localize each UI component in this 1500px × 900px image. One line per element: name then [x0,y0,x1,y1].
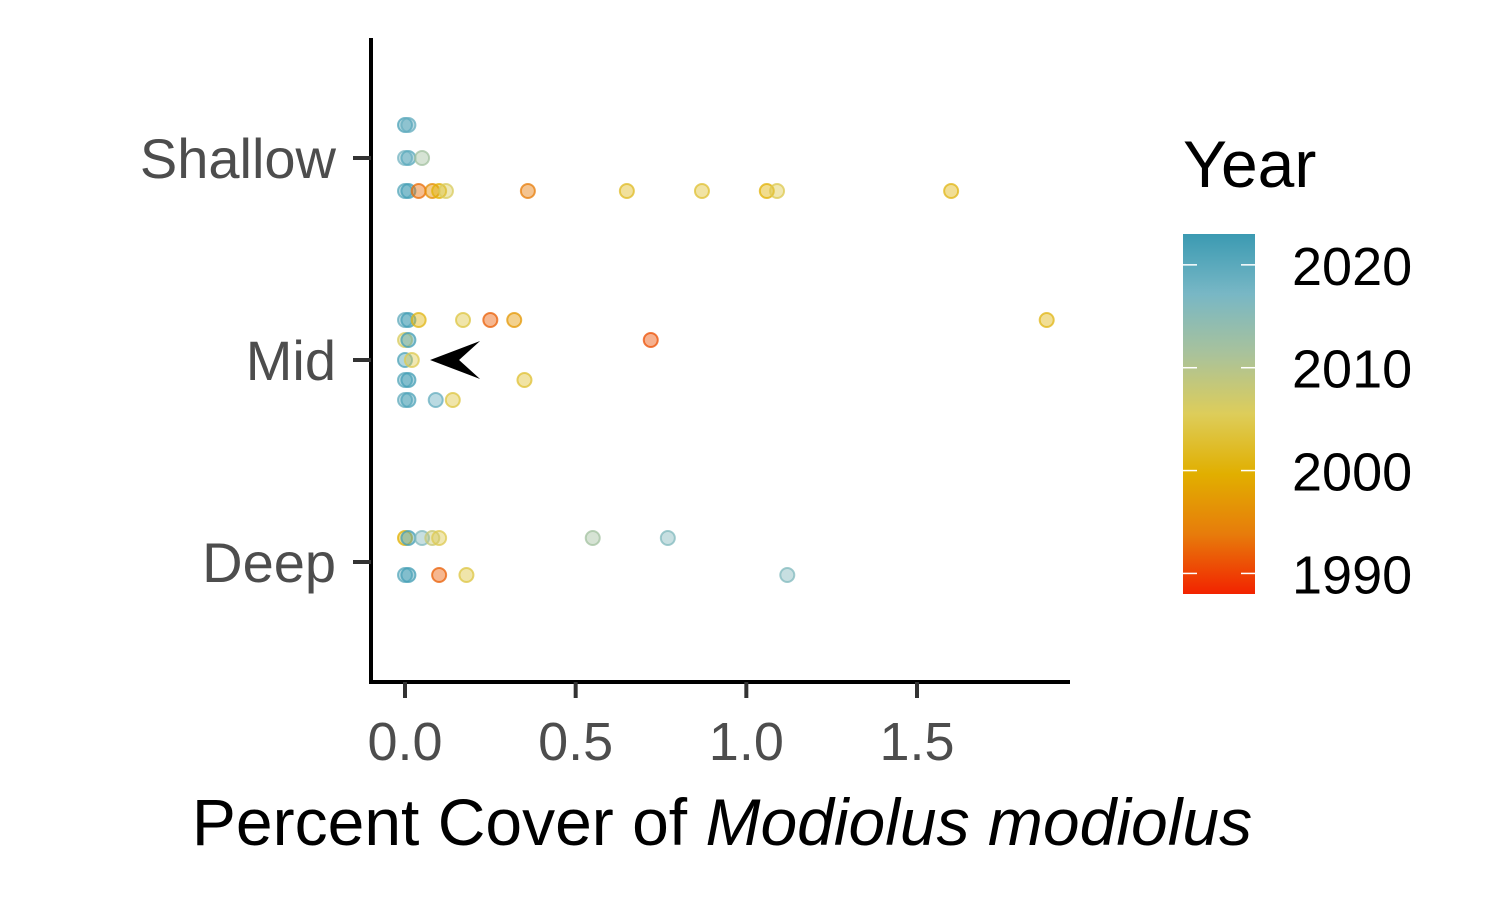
x-tick-label: 1.0 [709,712,784,772]
points-layer [397,117,1055,583]
x-axis-ticks: 0.0 0.5 1.0 1.5 [367,682,955,772]
x-axis-title: Percent Cover of Modiolus modiolus [192,785,1252,859]
annotation-layer [430,341,481,379]
x-tick-label: 0.0 [367,712,442,772]
color-legend: Year 1990 2000 2010 2020 [1183,127,1412,605]
data-point [437,183,454,199]
legend-colorbar [1183,234,1255,594]
y-tick-label: Mid [246,329,336,392]
data-point [506,312,523,328]
data-point [1038,312,1055,328]
data-point [410,183,427,199]
y-tick-label: Deep [202,531,336,594]
legend-tick-label: 2010 [1292,340,1412,400]
data-point [519,183,536,199]
legend-tick-label: 1990 [1292,545,1412,605]
data-point [400,567,417,583]
data-point [516,372,533,388]
legend-tick-label: 2000 [1292,443,1412,503]
data-point [444,392,461,408]
data-point [943,183,960,199]
data-point [693,183,710,199]
data-point [455,312,472,328]
axes-layer [369,38,1070,684]
data-point [400,150,417,166]
data-point [410,312,427,328]
data-point [642,332,659,348]
data-point [400,332,417,348]
legend-tick-label: 2020 [1292,237,1412,297]
data-point [400,372,417,388]
data-point [414,150,431,166]
y-axis-ticks: Deep Mid Shallow [140,127,371,594]
data-point [584,530,601,546]
y-tick-label: Shallow [140,127,337,190]
legend-title: Year [1183,127,1316,201]
data-point [427,392,444,408]
x-tick-label: 0.5 [538,712,613,772]
data-point [403,352,420,368]
data-point [482,312,499,328]
x-tick-label: 1.5 [879,712,954,772]
data-point [400,530,417,546]
data-point [400,392,417,408]
data-point [659,530,676,546]
data-point [400,117,417,133]
legend-ticks: 1990 2000 2010 2020 [1183,237,1412,605]
data-point [618,183,635,199]
data-point [431,530,448,546]
data-point [769,183,786,199]
data-point [431,567,448,583]
arrow-annotation [430,341,481,379]
data-point [458,567,475,583]
data-point [779,567,796,583]
